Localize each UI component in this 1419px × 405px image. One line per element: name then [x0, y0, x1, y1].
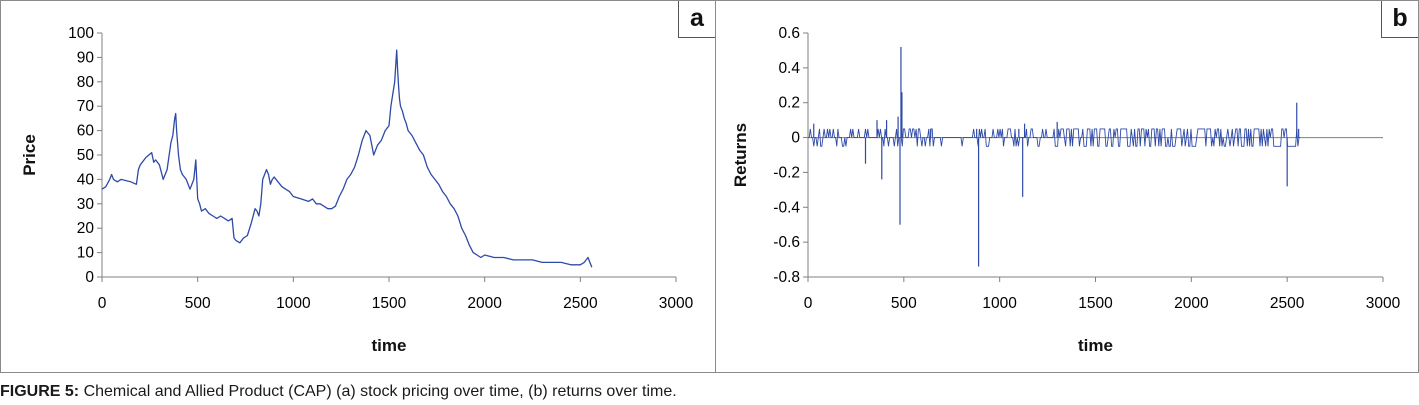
y-tick-label: 10 [77, 245, 95, 262]
returns-chart: -0.8 -0.6 -0.4 -0.2 0 0.2 0.4 0.6 0 500 1000 1500 20… [731, 25, 1401, 355]
x-tick-label: 0 [804, 295, 813, 312]
panel-label-a: a [678, 1, 715, 38]
y-tick-label: 50 [77, 147, 95, 164]
y-tick-label: 20 [77, 220, 95, 237]
caption-label: FIGURE 5: [0, 383, 80, 400]
y-tick-label: 40 [77, 171, 95, 188]
y-tick-label: 0.2 [778, 95, 800, 112]
x-axis-title: time [372, 336, 407, 355]
returns-noise-line [808, 128, 1301, 147]
x-tick-label: 1000 [982, 295, 1017, 312]
y-tick-label: 60 [77, 123, 95, 140]
x-tick-label: 2000 [1174, 295, 1209, 312]
caption-text: Chemical and Allied Product (CAP) (a) st… [79, 383, 677, 400]
x-tick-label: 1500 [1078, 295, 1113, 312]
chart-panel-b: b -0.8 -0.6 -0.4 -0.2 0 0.2 0.4 0.6 0 500 1000 1500… [715, 0, 1419, 373]
x-tick-label: 1500 [372, 295, 407, 312]
y-axis-title: Price [20, 134, 39, 176]
price-series-line [101, 49, 593, 268]
x-tick-label: 2500 [563, 295, 598, 312]
x-tick-label: 500 [185, 295, 211, 312]
x-tick-label: 3000 [1366, 295, 1401, 312]
panel-label-b: b [1381, 1, 1418, 38]
x-axis-title: time [1078, 336, 1113, 355]
y-tick-label: -0.4 [773, 199, 800, 216]
y-tick-label: -0.8 [773, 269, 800, 286]
y-tick-label: 90 [77, 49, 95, 66]
y-axis-title: Returns [731, 123, 750, 187]
y-tick-label: 0 [85, 269, 94, 286]
y-tick-label: 0 [791, 130, 800, 147]
x-tick-label: 1000 [276, 295, 311, 312]
y-tick-label: -0.2 [773, 164, 800, 181]
y-tick-label: 0.6 [778, 25, 800, 42]
y-tick-label: 30 [77, 196, 95, 213]
y-tick-label: 100 [68, 25, 94, 42]
y-tick-label: 0.4 [778, 60, 800, 77]
x-tick-label: 2000 [467, 295, 502, 312]
x-tick-label: 500 [891, 295, 917, 312]
x-tick-label: 3000 [659, 295, 694, 312]
y-tick-label: 70 [77, 98, 95, 115]
y-tick-label: 80 [77, 74, 95, 91]
returns-noise-band [808, 128, 1301, 147]
figure-caption: FIGURE 5: Chemical and Allied Product (C… [0, 383, 677, 401]
chart-panel-a: a 0 10 20 30 40 50 60 70 80 90 100 0 500 1000 1500 2000… [0, 0, 716, 373]
x-tick-label: 0 [98, 295, 107, 312]
y-tick-label: -0.6 [773, 234, 800, 251]
x-tick-label: 2500 [1270, 295, 1305, 312]
